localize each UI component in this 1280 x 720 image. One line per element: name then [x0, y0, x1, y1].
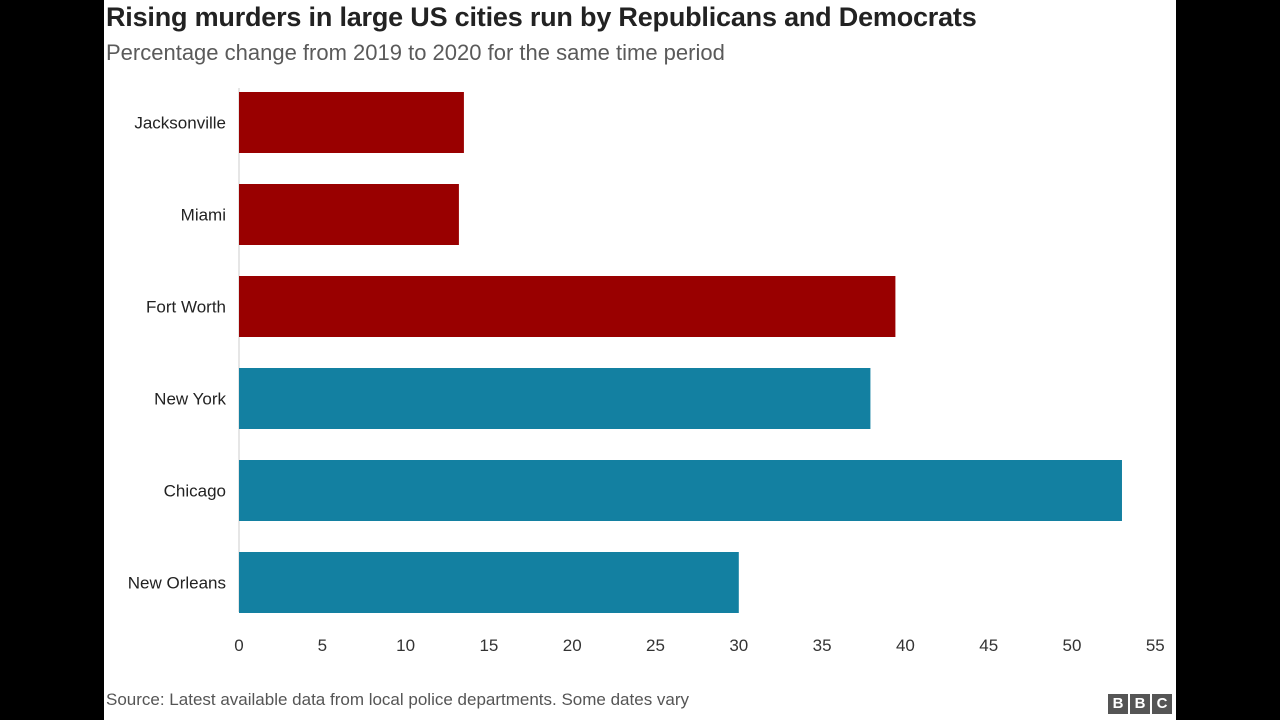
- chart-panel: Rising murders in large US cities run by…: [104, 0, 1176, 720]
- logo-letter-b2: B: [1130, 694, 1150, 714]
- x-tick-label: 15: [479, 636, 498, 655]
- x-tick-label: 40: [896, 636, 915, 655]
- x-tick-label: 45: [979, 636, 998, 655]
- bar-chart: Jacksonville Miami Fort Worth New York Chica…: [128, 88, 1165, 655]
- logo-letter-c: C: [1152, 694, 1172, 714]
- bbc-logo: B B C: [1108, 694, 1172, 714]
- x-tick-label: 30: [729, 636, 748, 655]
- category-label: New Orleans: [128, 574, 226, 593]
- source-note: Source: Latest available data from local…: [106, 690, 690, 709]
- category-label: New York: [154, 390, 226, 409]
- logo-letter-b1: B: [1108, 694, 1128, 714]
- bar-new-orleans: [239, 552, 739, 613]
- category-label: Chicago: [164, 482, 226, 501]
- category-label: Miami: [181, 206, 226, 225]
- x-tick-label: 25: [646, 636, 665, 655]
- chart-subtitle: Percentage change from 2019 to 2020 for …: [106, 40, 725, 65]
- category-label: Fort Worth: [146, 298, 226, 317]
- x-tick-label: 50: [1063, 636, 1082, 655]
- x-tick-label: 20: [563, 636, 582, 655]
- bar-jacksonville: [239, 92, 464, 153]
- x-tick-label: 0: [234, 636, 243, 655]
- x-tick-label: 10: [396, 636, 415, 655]
- bar-fort-worth: [239, 276, 896, 337]
- bar-chicago: [239, 460, 1122, 521]
- x-tick-label: 55: [1146, 636, 1165, 655]
- x-tick-label: 35: [813, 636, 832, 655]
- category-label: Jacksonville: [134, 114, 226, 133]
- x-tick-label: 5: [318, 636, 327, 655]
- bar-miami: [239, 184, 459, 245]
- bar-new-york: [239, 368, 871, 429]
- chart-title: Rising murders in large US cities run by…: [106, 2, 977, 32]
